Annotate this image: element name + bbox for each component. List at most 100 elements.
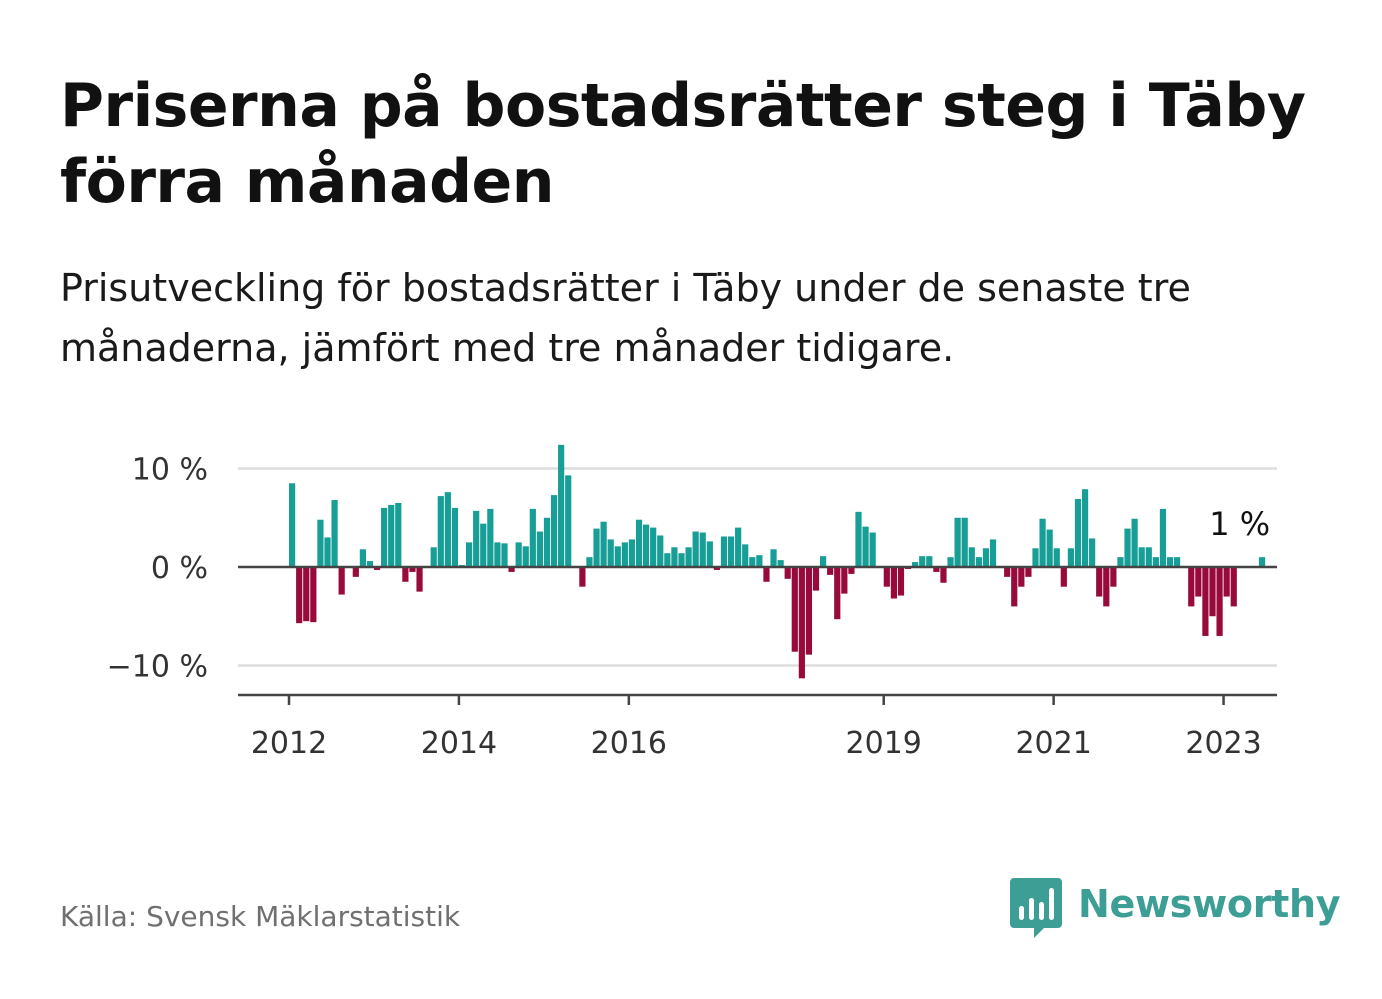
bar <box>501 543 508 567</box>
bar <box>1159 508 1167 567</box>
bar <box>1188 567 1195 607</box>
bar <box>919 556 926 567</box>
bar <box>657 535 664 567</box>
bar <box>558 444 565 567</box>
bar <box>1216 567 1223 636</box>
bar <box>586 557 593 567</box>
bar <box>614 546 621 567</box>
bar <box>926 556 933 567</box>
bar <box>607 539 614 567</box>
bar <box>1046 529 1053 567</box>
bar <box>890 567 897 599</box>
bar <box>1039 518 1046 568</box>
bar <box>289 483 296 567</box>
x-tick-label: 2012 <box>251 726 327 761</box>
bar <box>593 528 600 567</box>
bar <box>536 531 543 567</box>
bar <box>324 537 331 567</box>
y-tick-label: 0 % <box>151 551 208 586</box>
bar <box>869 532 876 567</box>
bar <box>1131 518 1138 568</box>
bar <box>671 547 678 567</box>
bar <box>727 536 735 568</box>
bar <box>529 508 536 567</box>
bar <box>664 553 671 567</box>
bar <box>968 547 975 567</box>
bar <box>912 562 919 567</box>
bar <box>713 567 720 570</box>
bar <box>373 567 381 570</box>
bar <box>310 567 317 623</box>
bar <box>451 507 459 567</box>
bar <box>402 567 409 582</box>
bar <box>1060 567 1067 587</box>
bar <box>954 517 961 567</box>
bar <box>1174 557 1181 567</box>
axis-layer <box>238 565 1277 705</box>
source-note: Källa: Svensk Mäklarstatistik <box>60 900 461 933</box>
bar <box>812 567 820 591</box>
bar <box>975 557 982 567</box>
bar <box>430 547 437 567</box>
bar <box>296 567 303 624</box>
x-tick-label: 2021 <box>1015 726 1091 761</box>
bar <box>303 567 310 622</box>
brand-logo[interactable]: Newsworthy <box>1010 878 1341 940</box>
page-subtitle: Prisutveckling för bostadsrätter i Täby … <box>60 266 1191 370</box>
bar <box>1117 557 1124 567</box>
y-tick-label: 10 % <box>132 453 208 488</box>
bar <box>1004 567 1011 577</box>
bar <box>820 556 827 567</box>
bar <box>862 526 869 567</box>
bar <box>1067 548 1074 567</box>
bar <box>1138 547 1145 567</box>
bar <box>543 517 551 567</box>
x-tick-label: 2016 <box>591 726 667 761</box>
bar <box>381 507 388 567</box>
bar <box>777 560 784 567</box>
bar <box>947 557 954 567</box>
bar <box>388 504 395 567</box>
bar <box>798 567 805 679</box>
bar-chart-speech-bubble-icon <box>1010 878 1062 938</box>
bar <box>359 549 366 567</box>
bar <box>1025 567 1032 577</box>
bar <box>409 567 416 572</box>
bar <box>395 502 402 567</box>
bar <box>855 511 862 567</box>
bar <box>1166 557 1174 567</box>
bar <box>1081 489 1089 567</box>
grid-layer <box>238 467 1277 667</box>
bar <box>1011 567 1018 607</box>
bar <box>643 524 650 567</box>
bar <box>352 567 359 577</box>
bar <box>1202 567 1209 636</box>
bar <box>1110 567 1117 587</box>
bar <box>897 567 905 596</box>
latest-value-label: 1 % <box>1209 505 1270 543</box>
bar <box>1145 547 1152 567</box>
bar <box>366 561 374 567</box>
bar <box>1053 548 1060 567</box>
bar <box>1152 557 1159 567</box>
bar <box>494 542 501 568</box>
bar <box>692 531 699 567</box>
bar <box>756 555 763 567</box>
bar <box>827 567 834 575</box>
bar <box>933 567 940 572</box>
bar <box>940 567 947 583</box>
x-tick-label: 2019 <box>846 726 922 761</box>
bar <box>1018 567 1025 587</box>
bar <box>706 541 713 567</box>
label-layer: 10 % 0 % −10 % 2012 2014 2016 2019 2021 2023 1 % <box>107 453 1271 762</box>
bar <box>579 567 586 587</box>
bar <box>621 542 628 568</box>
bar <box>487 508 494 567</box>
bar <box>650 527 657 567</box>
bar <box>805 567 813 655</box>
bar <box>565 475 572 567</box>
bar <box>1096 567 1103 597</box>
bar <box>1103 567 1110 607</box>
bar <box>437 496 444 567</box>
